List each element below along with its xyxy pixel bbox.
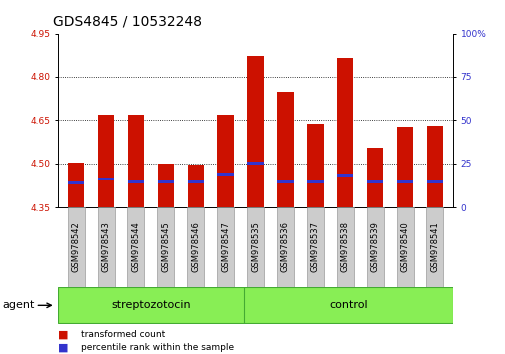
Bar bbox=[307, 180, 323, 183]
Bar bbox=[157, 207, 174, 287]
Bar bbox=[366, 207, 383, 287]
Bar bbox=[396, 127, 413, 207]
Text: GSM978543: GSM978543 bbox=[102, 222, 110, 272]
Bar bbox=[307, 124, 323, 207]
Text: GSM978539: GSM978539 bbox=[370, 222, 379, 272]
Bar bbox=[247, 162, 263, 165]
Text: GSM978542: GSM978542 bbox=[72, 222, 80, 272]
Bar bbox=[217, 115, 233, 207]
Text: GSM978544: GSM978544 bbox=[131, 222, 140, 272]
Bar bbox=[68, 163, 84, 207]
Bar bbox=[187, 181, 204, 183]
Bar bbox=[97, 115, 114, 207]
Text: GSM978547: GSM978547 bbox=[221, 222, 230, 272]
Bar bbox=[127, 207, 144, 287]
Bar bbox=[68, 181, 84, 184]
Bar bbox=[187, 165, 204, 207]
Bar bbox=[157, 164, 174, 207]
Text: percentile rank within the sample: percentile rank within the sample bbox=[81, 343, 234, 352]
Text: ■: ■ bbox=[58, 330, 69, 339]
Text: GSM978540: GSM978540 bbox=[400, 222, 409, 272]
Bar bbox=[97, 207, 114, 287]
Text: GSM978535: GSM978535 bbox=[250, 222, 260, 272]
Bar bbox=[246, 207, 264, 287]
Bar bbox=[187, 207, 204, 287]
Text: GSM978538: GSM978538 bbox=[340, 221, 349, 273]
Bar bbox=[217, 207, 234, 287]
Bar bbox=[426, 179, 442, 183]
Text: agent: agent bbox=[3, 300, 35, 310]
Bar bbox=[247, 56, 263, 207]
Bar bbox=[306, 207, 323, 287]
Bar bbox=[127, 181, 144, 183]
Bar bbox=[396, 207, 413, 287]
Bar bbox=[276, 207, 293, 287]
Bar bbox=[426, 126, 442, 207]
Text: GSM978537: GSM978537 bbox=[310, 221, 319, 273]
Bar bbox=[217, 173, 233, 176]
Bar bbox=[68, 207, 84, 287]
Bar bbox=[336, 174, 353, 177]
Text: transformed count: transformed count bbox=[81, 330, 165, 339]
Text: GSM978545: GSM978545 bbox=[161, 222, 170, 272]
Text: GSM978546: GSM978546 bbox=[191, 222, 200, 272]
Text: streptozotocin: streptozotocin bbox=[111, 300, 190, 310]
Bar bbox=[336, 207, 353, 287]
Bar bbox=[426, 207, 442, 287]
Text: control: control bbox=[328, 300, 367, 310]
Bar bbox=[97, 178, 114, 181]
Text: GSM978541: GSM978541 bbox=[430, 222, 438, 272]
Bar bbox=[336, 58, 353, 207]
Bar bbox=[396, 180, 413, 183]
Text: ■: ■ bbox=[58, 343, 69, 353]
Bar bbox=[366, 148, 383, 207]
Text: GDS4845 / 10532248: GDS4845 / 10532248 bbox=[53, 14, 201, 28]
Bar bbox=[366, 180, 383, 183]
Text: GSM978536: GSM978536 bbox=[280, 221, 289, 273]
Bar bbox=[157, 181, 174, 183]
Bar bbox=[277, 180, 293, 183]
Bar bbox=[127, 115, 144, 207]
Bar bbox=[277, 92, 293, 207]
